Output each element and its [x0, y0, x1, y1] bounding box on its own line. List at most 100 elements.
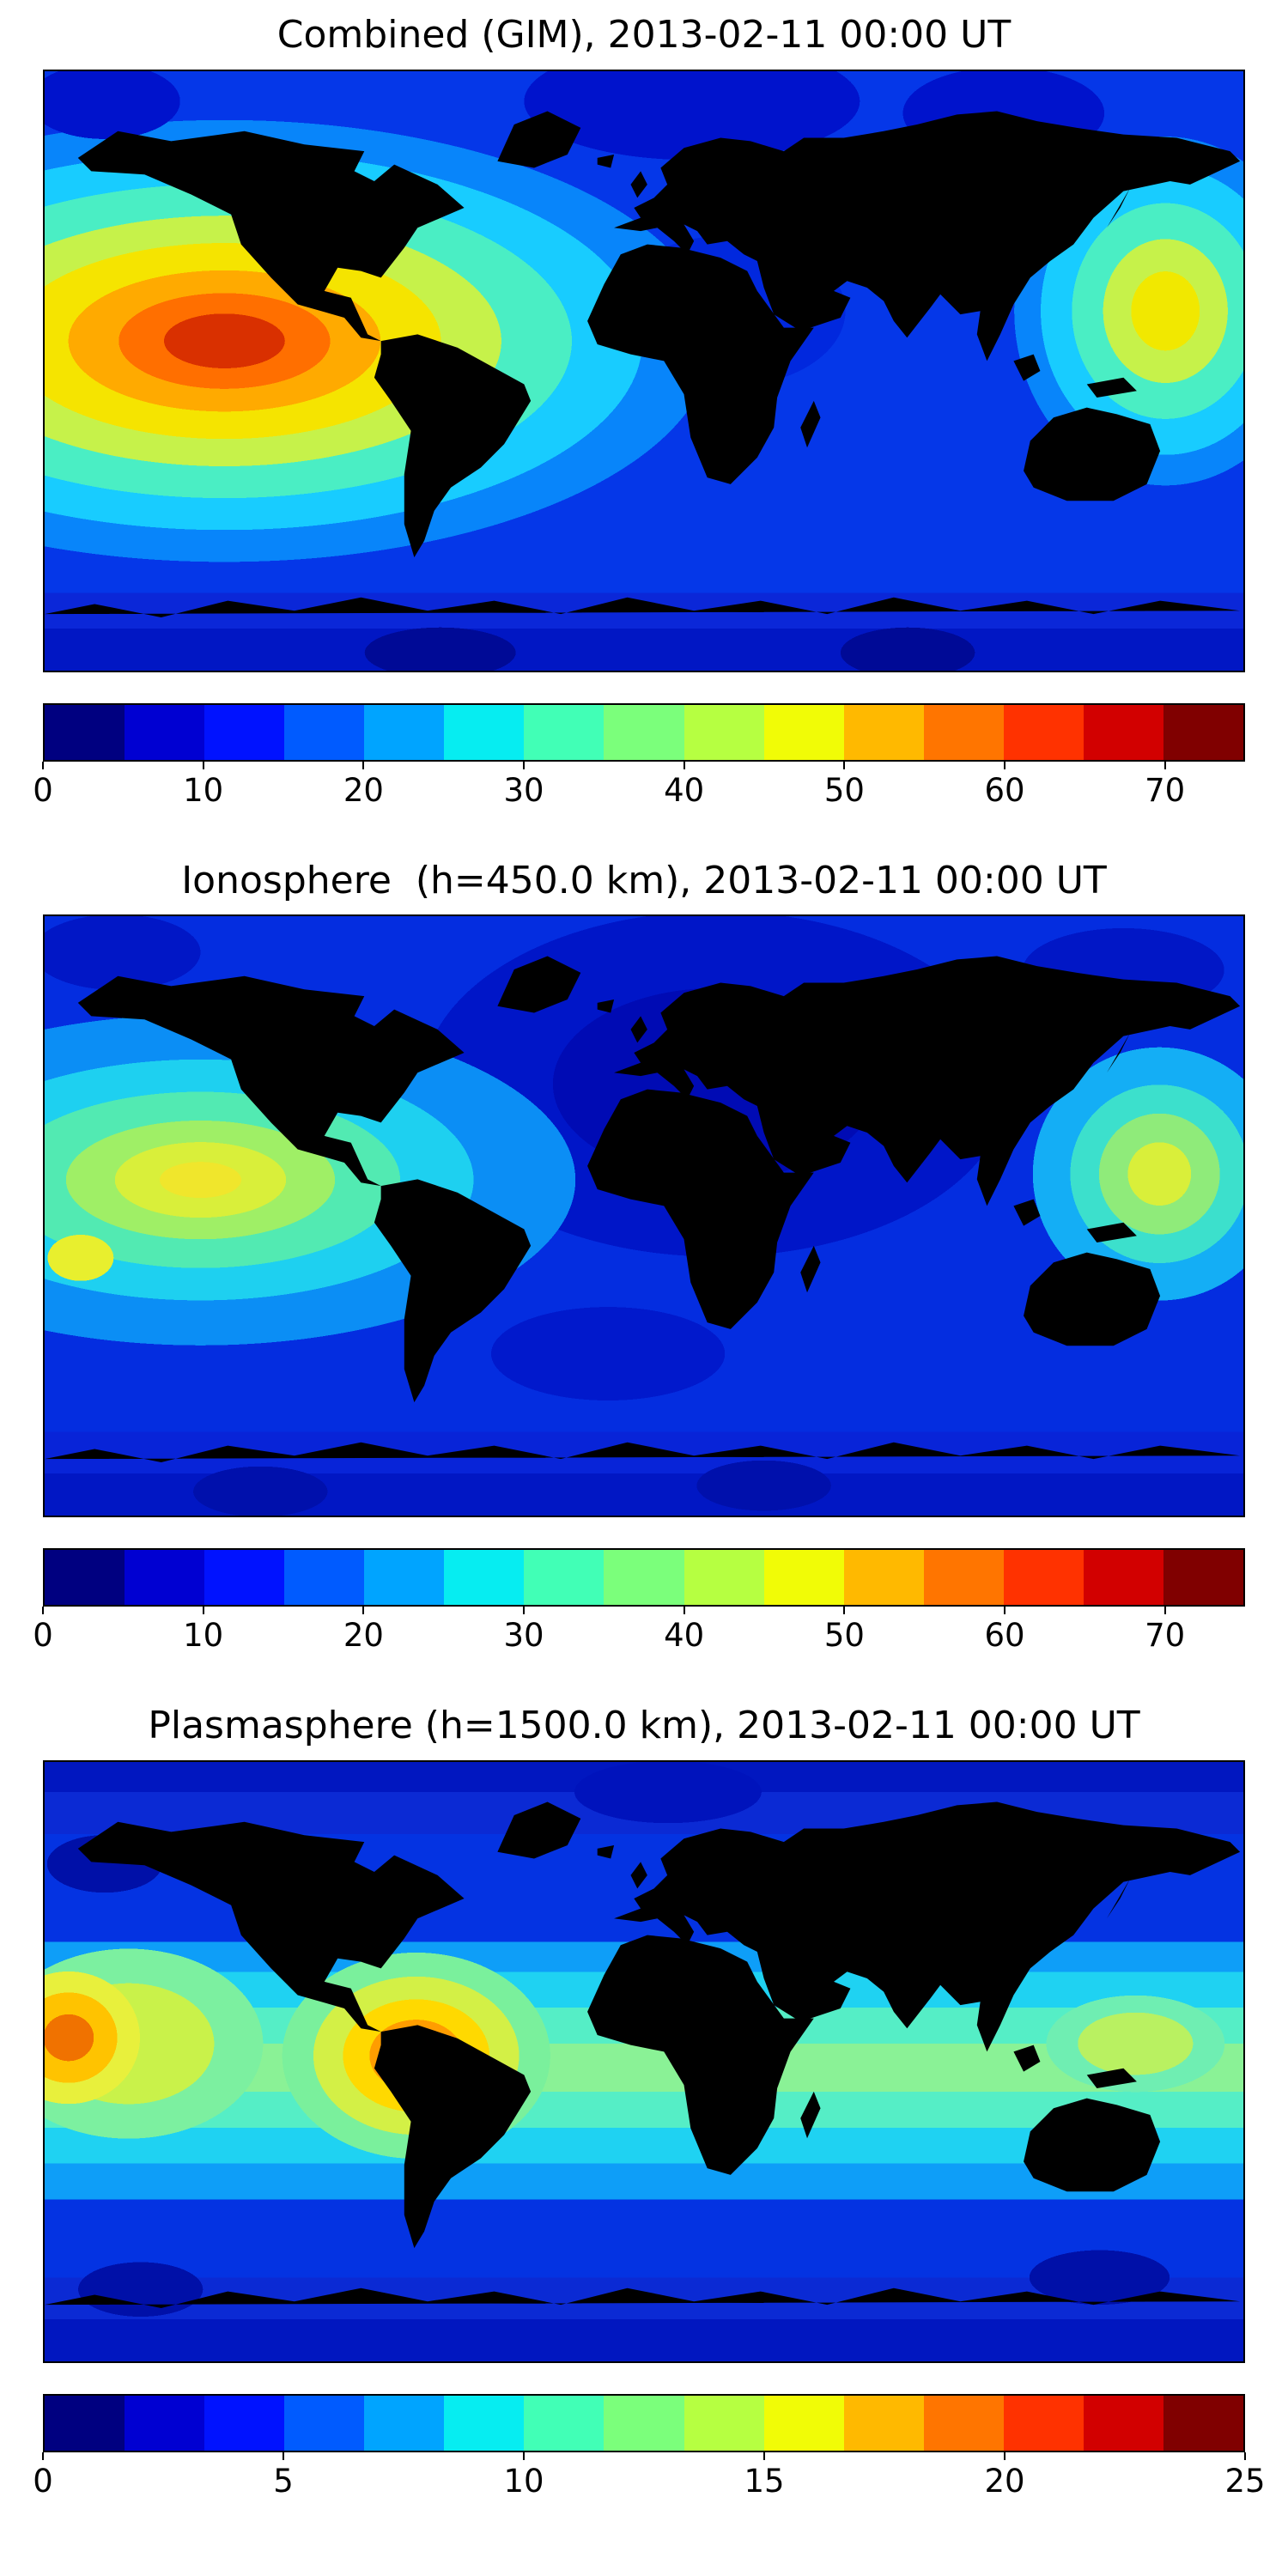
panel-plasmasphere: Plasmasphere (h=1500.0 km), 2013-02-11 0…: [0, 1704, 1288, 2507]
colorbar-segment: [125, 1550, 205, 1606]
colorbar-segment: [125, 2395, 205, 2451]
map-ionosphere: [43, 914, 1245, 1518]
colorbar-segment: [364, 2395, 445, 2451]
colorbar-segment: [843, 1550, 924, 1606]
colorbar-segment: [604, 1550, 684, 1606]
colorbar-tick-mark: [42, 761, 44, 769]
colorbar-tick-mark: [843, 761, 846, 769]
colorbar-tick-label: 10: [183, 1617, 224, 1655]
colorbar-ticks: 0 10 20 30 40 50 60 70: [33, 1607, 1245, 1662]
colorbar-tick-mark: [1163, 1607, 1166, 1615]
colorbar-segment: [524, 2395, 605, 2451]
colorbar-tick-mark: [362, 761, 365, 769]
colorbar-segment: [204, 2395, 285, 2451]
colorbar-tick-label: 60: [984, 771, 1025, 809]
colorbar-tick-label: 5: [273, 2462, 294, 2500]
colorbar-tick-label: 30: [503, 1617, 544, 1655]
colorbar-segment: [1083, 2395, 1163, 2451]
colorbar-tick-mark: [202, 761, 204, 769]
colorbar-segment: [763, 2395, 844, 2451]
colorbar-tick-label: 0: [33, 2462, 53, 2500]
colorbar-tick-label: 20: [984, 2462, 1025, 2500]
colorbar-segment: [1163, 704, 1243, 760]
colorbar-tick-label: 0: [33, 771, 53, 809]
panel-title: Combined (GIM), 2013-02-11 00:00 UT: [276, 13, 1012, 57]
colorbar-segment: [1083, 1550, 1163, 1606]
colorbar-tick-mark: [283, 2451, 284, 2460]
colorbar-tick-mark: [763, 2451, 765, 2460]
colorbar-segment: [604, 2395, 684, 2451]
colorbar-segment: [204, 704, 285, 760]
panel-title: Plasmasphere (h=1500.0 km), 2013-02-11 0…: [148, 1704, 1140, 1748]
colorbar-segment: [1003, 704, 1084, 760]
colorbar-segment: [45, 704, 125, 760]
colorbar-ticks: 0 10 20 30 40 50 60 70: [33, 761, 1245, 817]
panel-combined: Combined (GIM), 2013-02-11 00:00 UT 0 10 2…: [0, 13, 1288, 817]
colorbar-segment: [45, 1550, 125, 1606]
colorbar-segment: [1163, 2395, 1243, 2451]
colorbar-tick-label: 30: [503, 771, 544, 809]
colorbar-segment: [444, 2395, 525, 2451]
colorbar-tick-label: 70: [1145, 1617, 1186, 1655]
colorbar-segment: [683, 1550, 764, 1606]
colorbar-tick-mark: [362, 1607, 365, 1615]
colorbar-tick-mark: [42, 1607, 44, 1615]
coastlines-overlay: [45, 956, 1241, 1463]
colorbar-tick-label: 10: [183, 771, 224, 809]
colorbar-segment: [604, 704, 684, 760]
colorbar-wrap: 0 5 10 15 20 25: [33, 2393, 1266, 2507]
tec-contour-field: [45, 1761, 1243, 2361]
colorbar-tick-label: 50: [823, 1617, 865, 1655]
colorbar-segment: [1163, 1550, 1243, 1606]
colorbar-segment: [204, 1550, 285, 1606]
panel-ionosphere: Ionosphere (h=450.0 km), 2013-02-11 00:0…: [0, 858, 1288, 1662]
colorbar-ticks: 0 5 10 15 20 25: [33, 2451, 1266, 2507]
colorbar-tick-mark: [1004, 1607, 1005, 1615]
colorbar-segment: [364, 704, 445, 760]
colorbar-tick-label: 50: [823, 771, 865, 809]
colorbar-segment: [1083, 704, 1163, 760]
colorbar-tick-label: 60: [984, 1617, 1025, 1655]
colorbar-segment: [444, 1550, 525, 1606]
colorbar-tick-mark: [1004, 761, 1005, 769]
colorbar-segment: [683, 704, 764, 760]
colorbar-segment: [923, 1550, 1004, 1606]
colorbar-tick-label: 70: [1145, 771, 1186, 809]
colorbar-tick-mark: [523, 1607, 525, 1615]
colorbar-segment: [763, 1550, 844, 1606]
panel-title: Ionosphere (h=450.0 km), 2013-02-11 00:0…: [181, 858, 1107, 902]
colorbar-segment: [284, 1550, 365, 1606]
colorbar-segment: [843, 704, 924, 760]
colorbar-tick-mark: [523, 761, 525, 769]
colorbar-segment: [284, 2395, 365, 2451]
colorbar: [43, 702, 1245, 762]
map-combined: [43, 69, 1245, 672]
colorbar-tick-label: 0: [33, 1617, 53, 1655]
colorbar-segment: [444, 704, 525, 760]
colorbar-tick-mark: [1004, 2451, 1005, 2460]
coastlines-overlay: [45, 111, 1241, 617]
colorbar-segment: [45, 2395, 125, 2451]
coastlines-overlay: [45, 1801, 1241, 2308]
colorbar-segment: [364, 1550, 445, 1606]
colorbar-segment: [524, 1550, 605, 1606]
figure-root: Combined (GIM), 2013-02-11 00:00 UT 0 10 2…: [0, 13, 1288, 2507]
colorbar-segment: [125, 704, 205, 760]
colorbar-tick-mark: [523, 2451, 525, 2460]
colorbar: [43, 2393, 1245, 2452]
colorbar-tick-mark: [683, 761, 685, 769]
colorbar-segment: [284, 704, 365, 760]
colorbar-wrap: 0 10 20 30 40 50 60 70: [33, 702, 1245, 817]
colorbar-tick-label: 40: [664, 1617, 705, 1655]
colorbar-segment: [763, 704, 844, 760]
map-plasmasphere: [43, 1759, 1245, 2363]
colorbar-tick-mark: [42, 2451, 44, 2460]
colorbar-tick-mark: [1244, 2451, 1246, 2460]
colorbar-tick-mark: [202, 1607, 204, 1615]
colorbar-tick-label: 25: [1224, 2462, 1266, 2500]
colorbar-segment: [1003, 1550, 1084, 1606]
colorbar-tick-label: 20: [343, 771, 384, 809]
colorbar-segment: [923, 704, 1004, 760]
colorbar-segment: [524, 704, 605, 760]
colorbar-tick-mark: [1163, 761, 1166, 769]
